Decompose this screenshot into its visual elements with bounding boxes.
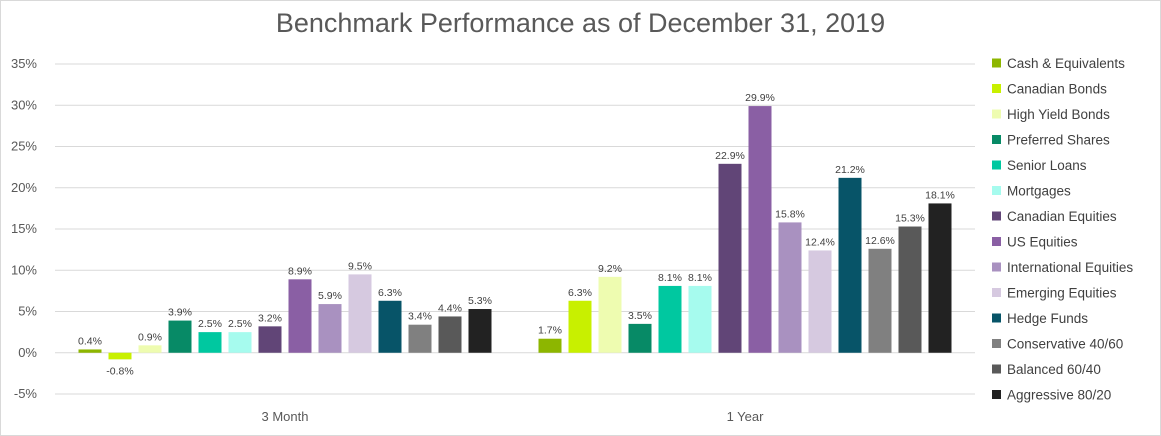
data-label: 3.9% — [168, 307, 192, 319]
data-label: 3.4% — [408, 311, 432, 323]
y-tick-label: 25% — [11, 139, 37, 154]
data-label: 0.9% — [138, 331, 162, 343]
y-tick-label: 0% — [18, 345, 37, 360]
legend-swatch — [992, 313, 1001, 323]
bar — [658, 285, 682, 353]
data-label: 6.3% — [378, 287, 402, 299]
legend-swatch — [992, 288, 1001, 297]
bar — [868, 248, 892, 353]
bar — [348, 274, 372, 353]
category-label: 1 Year — [727, 409, 765, 424]
data-label: 4.4% — [438, 302, 462, 314]
data-label: 9.2% — [598, 263, 622, 275]
y-tick-label: 10% — [11, 262, 37, 277]
data-label: 6.3% — [568, 287, 592, 299]
bar — [258, 326, 282, 353]
legend-swatch — [992, 262, 1001, 272]
bar — [598, 276, 622, 353]
y-tick-label: -5% — [14, 386, 38, 401]
data-label: 5.9% — [318, 290, 342, 302]
legend-label: Cash & Equivalents — [1007, 56, 1125, 71]
bar — [688, 285, 712, 353]
data-label: 1.7% — [538, 325, 562, 337]
legend-swatch — [992, 135, 1001, 144]
data-label: -0.8% — [106, 365, 133, 377]
bar — [468, 309, 492, 353]
bar — [748, 106, 772, 353]
bar — [838, 177, 862, 353]
bar — [108, 352, 132, 360]
legend-label: US Equities — [1007, 235, 1078, 250]
data-label: 8.1% — [658, 272, 682, 284]
data-label: 2.5% — [228, 318, 252, 330]
data-label: 18.1% — [925, 189, 955, 201]
bar — [288, 279, 312, 353]
legend-label: Canadian Bonds — [1007, 82, 1107, 97]
bar — [538, 338, 562, 353]
legend-label: International Equities — [1007, 260, 1133, 275]
legend-swatch — [992, 390, 1001, 399]
legend-swatch — [992, 160, 1001, 170]
legend-label: Aggressive 80/20 — [1007, 388, 1111, 403]
chart-title: Benchmark Performance as of December 31,… — [275, 8, 886, 38]
legend-swatch — [992, 186, 1001, 195]
data-label: 29.9% — [745, 92, 775, 104]
legend-label: Preferred Shares — [1007, 133, 1110, 148]
bar — [808, 250, 832, 353]
data-label: 8.1% — [688, 272, 712, 284]
legend-swatch — [992, 339, 1001, 348]
legend-label: High Yield Bonds — [1007, 107, 1110, 122]
data-label: 9.5% — [348, 260, 372, 272]
data-label: 15.8% — [775, 208, 805, 220]
bar — [198, 332, 222, 353]
bar — [568, 300, 592, 353]
data-label: 2.5% — [198, 318, 222, 330]
bar — [778, 222, 802, 353]
y-tick-label: 35% — [11, 56, 37, 71]
data-label: 21.2% — [835, 164, 865, 176]
data-label: 8.9% — [288, 265, 312, 277]
data-label: 12.4% — [805, 236, 835, 248]
data-label: 3.5% — [628, 310, 652, 322]
bar — [628, 323, 652, 353]
data-label: 3.2% — [258, 312, 282, 324]
data-label: 5.3% — [468, 295, 492, 307]
bar — [718, 163, 742, 353]
data-label: 0.4% — [78, 335, 102, 347]
bar — [438, 316, 462, 353]
legend-swatch — [992, 109, 1001, 119]
legend-label: Conservative 40/60 — [1007, 337, 1123, 352]
legend-label: Balanced 60/40 — [1007, 362, 1101, 377]
y-tick-label: 5% — [18, 304, 37, 319]
legend-swatch — [992, 237, 1001, 246]
legend-swatch — [992, 58, 1001, 68]
legend-swatch — [992, 211, 1001, 221]
legend-label: Mortgages — [1007, 184, 1071, 199]
legend-label: Canadian Equities — [1007, 209, 1117, 224]
legend-label: Senior Loans — [1007, 158, 1087, 173]
bar — [168, 320, 192, 353]
legend-swatch — [992, 364, 1001, 374]
bar — [378, 300, 402, 353]
legend-label: Emerging Equities — [1007, 286, 1117, 301]
data-label: 22.9% — [715, 150, 745, 162]
legend-swatch — [992, 84, 1001, 93]
bar — [228, 332, 252, 353]
bar — [318, 304, 342, 353]
bar — [408, 324, 432, 353]
category-label: 3 Month — [262, 409, 309, 424]
y-tick-label: 20% — [11, 180, 37, 195]
legend-label: Hedge Funds — [1007, 311, 1088, 326]
bar — [928, 203, 952, 353]
bar — [898, 226, 922, 353]
data-label: 15.3% — [895, 213, 925, 225]
y-tick-label: 30% — [11, 97, 37, 112]
data-label: 12.6% — [865, 235, 895, 247]
y-tick-label: 15% — [11, 221, 37, 236]
bar — [78, 349, 102, 353]
bar — [138, 345, 162, 353]
